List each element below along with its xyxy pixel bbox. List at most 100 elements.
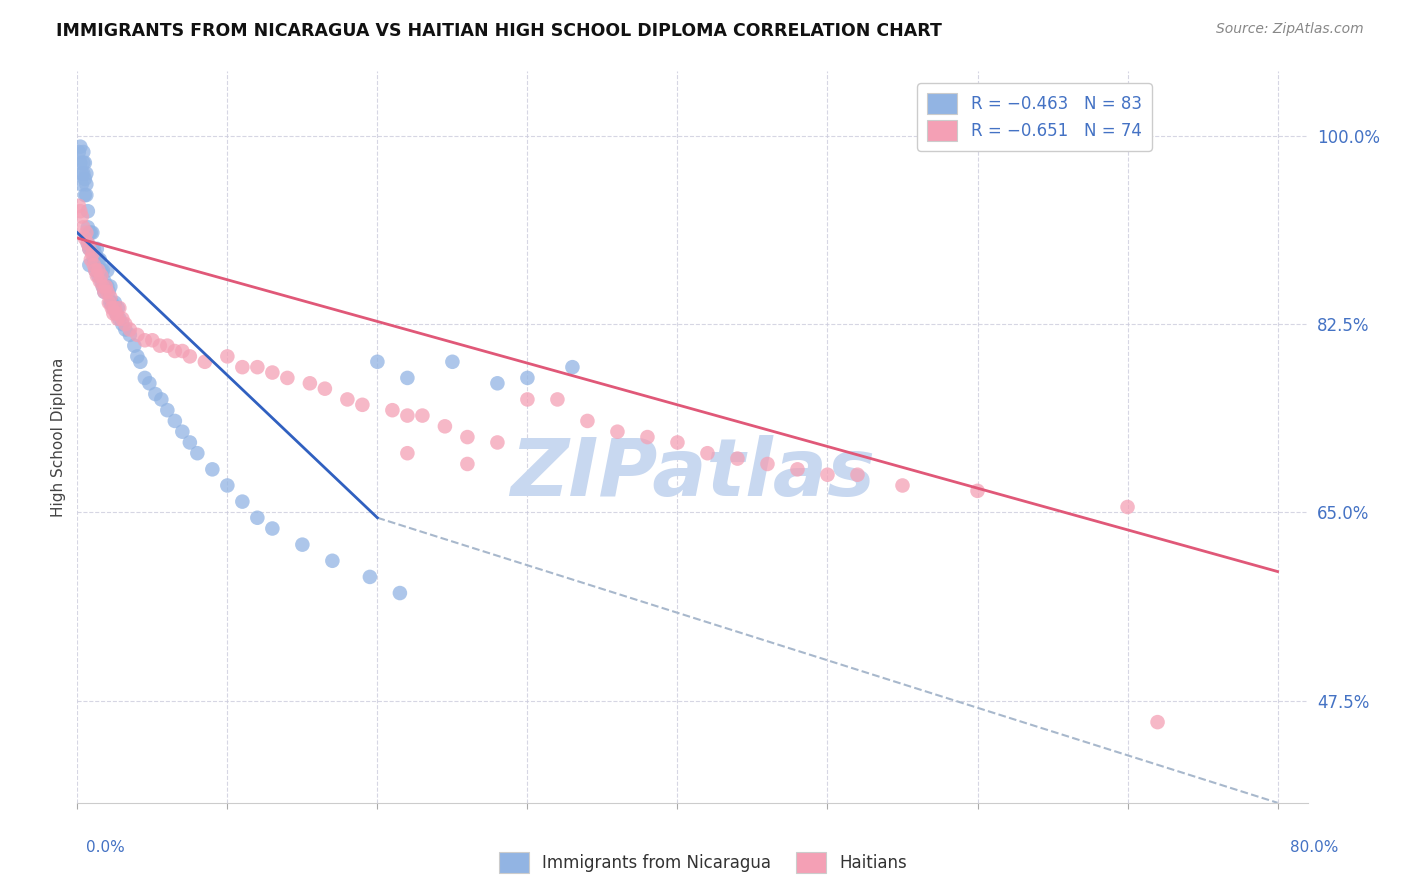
- Point: [456, 430, 478, 444]
- Point: [72, 220, 94, 235]
- Point: [1146, 715, 1168, 730]
- Y-axis label: High School Diploma: High School Diploma: [51, 358, 66, 516]
- Point: [67, 199, 90, 213]
- Point: [69, 156, 91, 170]
- Point: [396, 446, 419, 460]
- Point: [75, 167, 97, 181]
- Point: [86, 242, 108, 256]
- Point: [163, 414, 186, 428]
- Point: [104, 301, 127, 315]
- Text: Source: ZipAtlas.com: Source: ZipAtlas.com: [1216, 22, 1364, 37]
- Point: [201, 462, 224, 476]
- Point: [80, 252, 103, 267]
- Point: [891, 478, 914, 492]
- Point: [134, 371, 156, 385]
- Point: [246, 360, 269, 375]
- Point: [150, 392, 173, 407]
- Point: [70, 210, 93, 224]
- Point: [82, 242, 104, 256]
- Point: [89, 263, 111, 277]
- Point: [76, 236, 98, 251]
- Point: [727, 451, 749, 466]
- Point: [79, 242, 101, 256]
- Point: [76, 236, 98, 251]
- Point: [846, 467, 869, 482]
- Point: [134, 333, 156, 347]
- Point: [87, 268, 110, 283]
- Point: [91, 263, 114, 277]
- Point: [321, 554, 343, 568]
- Point: [75, 188, 97, 202]
- Point: [80, 242, 103, 256]
- Point: [107, 311, 129, 326]
- Point: [1116, 500, 1139, 514]
- Point: [149, 338, 172, 352]
- Point: [76, 220, 98, 235]
- Point: [84, 247, 107, 261]
- Point: [90, 274, 112, 288]
- Point: [172, 344, 194, 359]
- Point: [98, 290, 121, 304]
- Point: [143, 387, 166, 401]
- Point: [105, 306, 128, 320]
- Point: [96, 279, 118, 293]
- Point: [94, 279, 117, 293]
- Point: [80, 226, 103, 240]
- Point: [156, 403, 179, 417]
- Point: [98, 279, 121, 293]
- Point: [79, 242, 101, 256]
- Point: [441, 355, 464, 369]
- Point: [111, 317, 134, 331]
- Point: [91, 279, 114, 293]
- Point: [396, 409, 419, 423]
- Point: [118, 327, 141, 342]
- Point: [91, 279, 114, 293]
- Point: [84, 263, 107, 277]
- Point: [73, 231, 96, 245]
- Point: [172, 425, 194, 439]
- Point: [82, 226, 104, 240]
- Point: [114, 322, 136, 336]
- Point: [69, 204, 91, 219]
- Point: [97, 295, 120, 310]
- Point: [90, 263, 112, 277]
- Point: [786, 462, 808, 476]
- Point: [298, 376, 321, 391]
- Point: [576, 414, 599, 428]
- Point: [73, 156, 96, 170]
- Point: [111, 311, 134, 326]
- Point: [561, 360, 583, 375]
- Point: [186, 446, 208, 460]
- Point: [141, 333, 163, 347]
- Point: [72, 167, 94, 181]
- Point: [104, 295, 127, 310]
- Point: [84, 263, 107, 277]
- Point: [83, 258, 105, 272]
- Point: [89, 274, 111, 288]
- Point: [94, 279, 117, 293]
- Point: [217, 350, 239, 364]
- Point: [127, 327, 149, 342]
- Text: 80.0%: 80.0%: [1291, 840, 1339, 855]
- Point: [87, 263, 110, 277]
- Point: [108, 301, 131, 315]
- Text: ZIPatlas: ZIPatlas: [510, 434, 875, 513]
- Point: [97, 285, 120, 299]
- Point: [93, 274, 115, 288]
- Point: [86, 258, 108, 272]
- Point: [129, 355, 152, 369]
- Point: [70, 167, 93, 181]
- Point: [516, 371, 538, 385]
- Point: [231, 360, 253, 375]
- Point: [381, 403, 404, 417]
- Point: [118, 322, 141, 336]
- Point: [96, 263, 118, 277]
- Point: [67, 145, 90, 159]
- Point: [82, 247, 104, 261]
- Point: [696, 446, 718, 460]
- Point: [87, 252, 110, 267]
- Point: [817, 467, 839, 482]
- Point: [194, 355, 217, 369]
- Point: [114, 317, 136, 331]
- Text: IMMIGRANTS FROM NICARAGUA VS HAITIAN HIGH SCHOOL DIPLOMA CORRELATION CHART: IMMIGRANTS FROM NICARAGUA VS HAITIAN HIG…: [56, 22, 942, 40]
